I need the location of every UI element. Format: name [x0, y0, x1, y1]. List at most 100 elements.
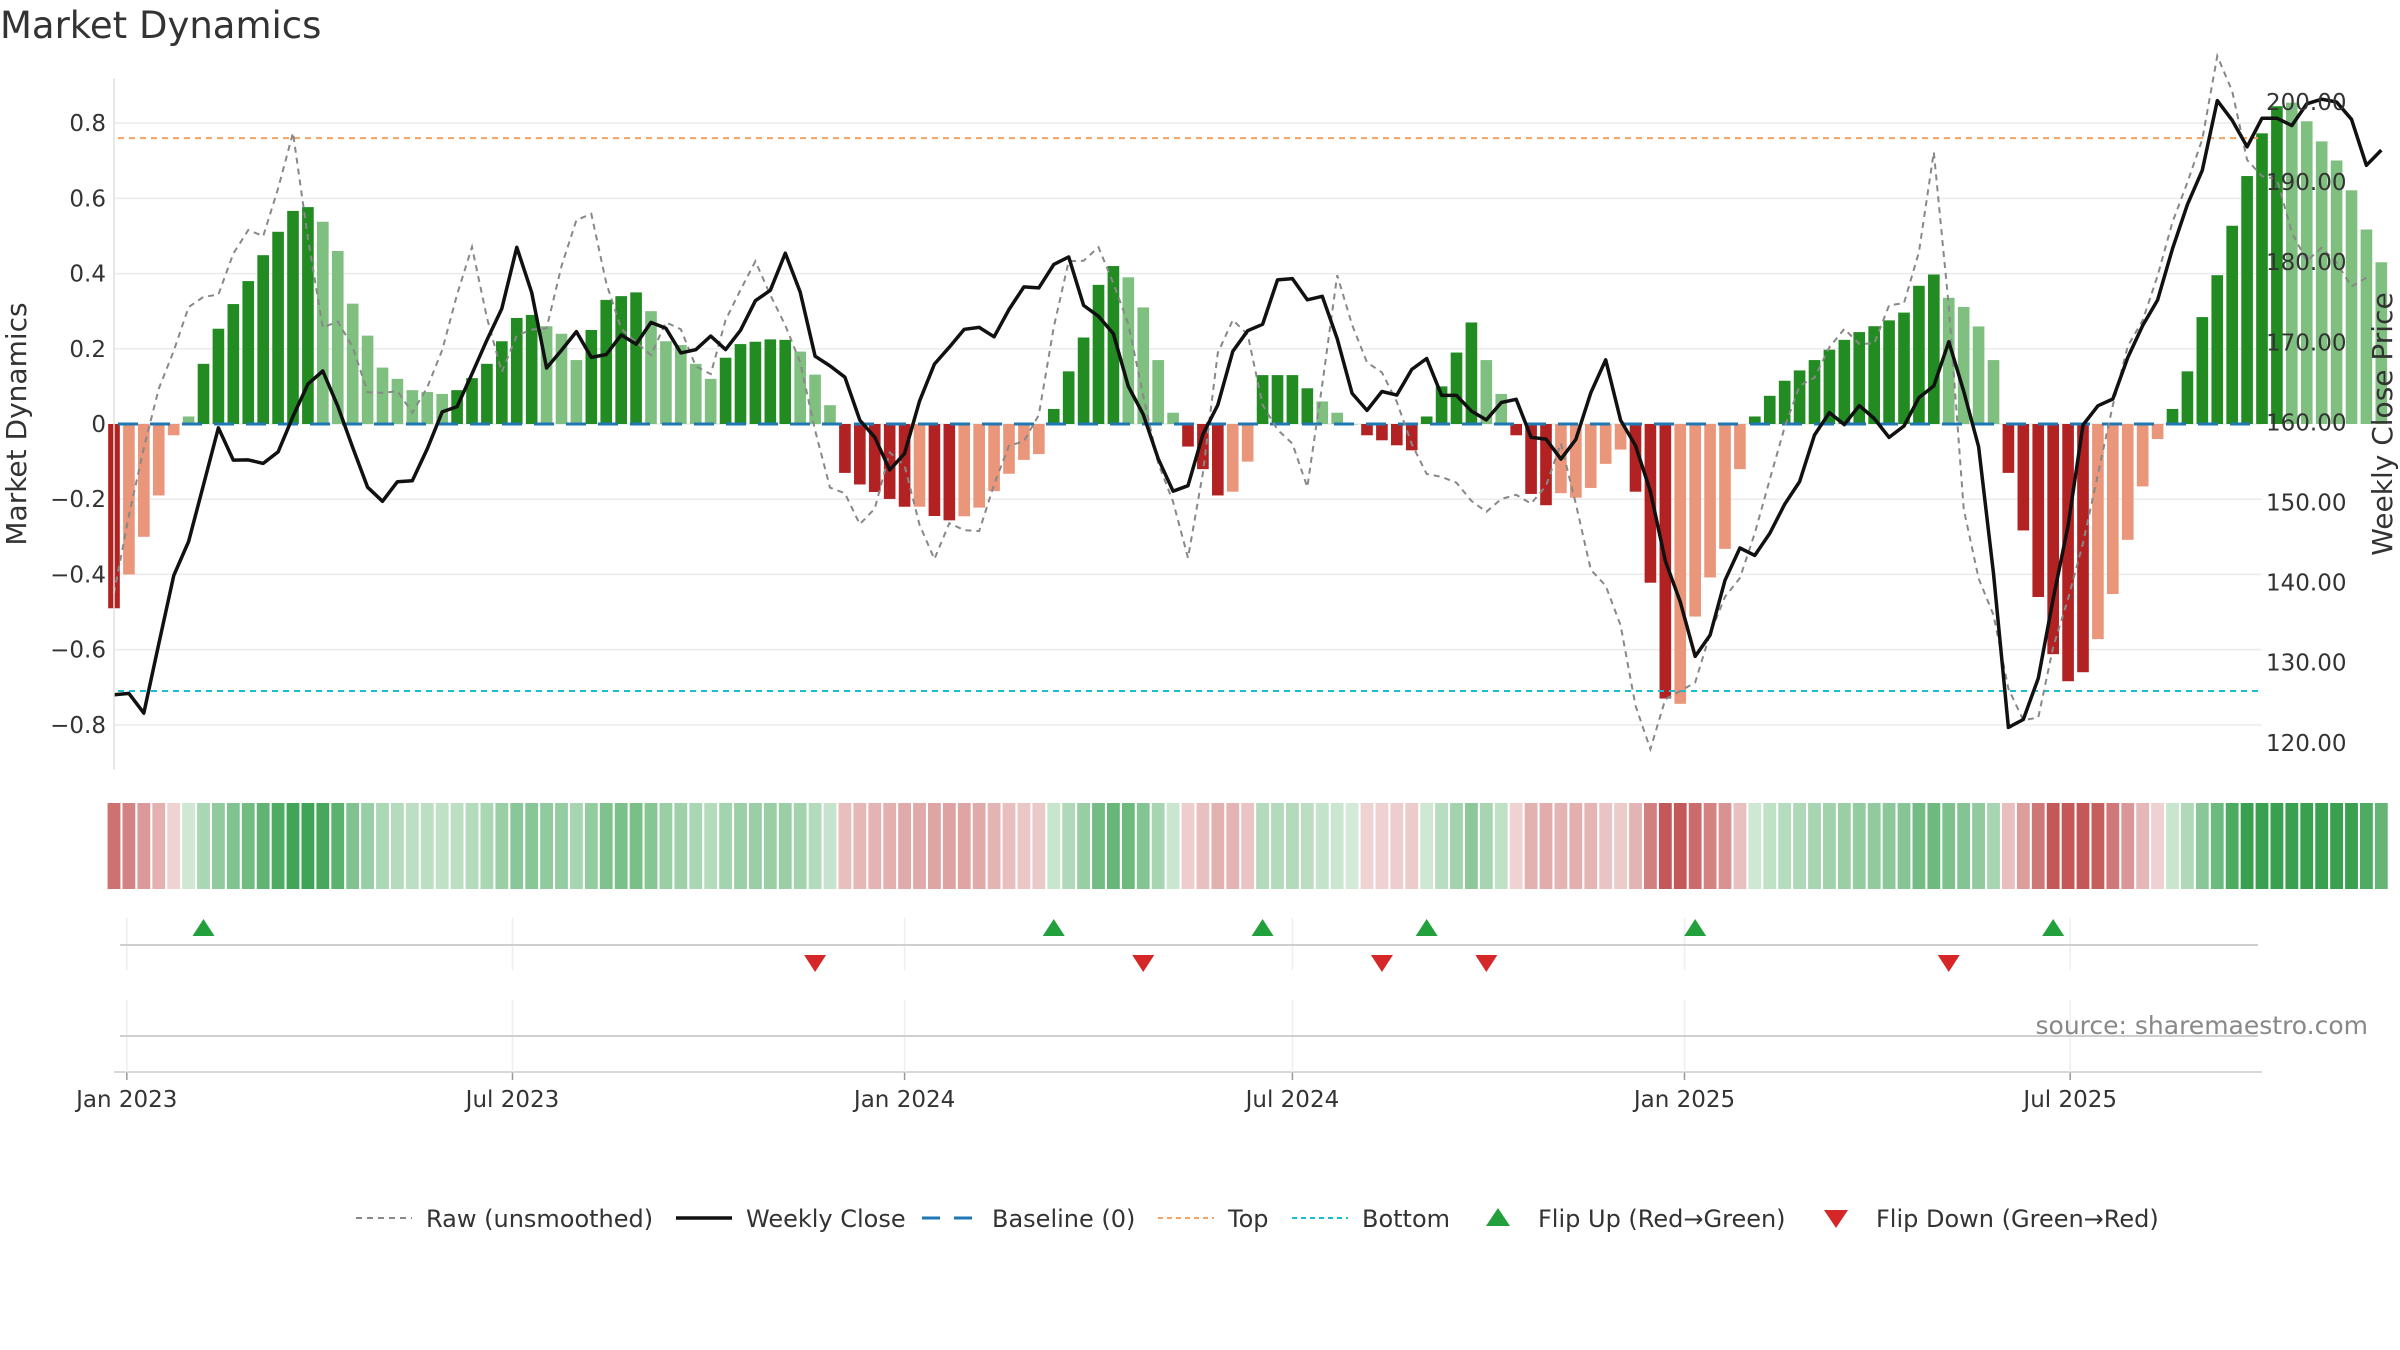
- dynamics-bar: [1510, 424, 1522, 436]
- dynamics-bar: [764, 339, 777, 424]
- regime-cell: [1957, 803, 1971, 889]
- dynamics-bar: [779, 339, 792, 424]
- regime-cell: [1181, 803, 1195, 889]
- regime-cell: [241, 803, 255, 889]
- triangle-up-icon: [1486, 1208, 1510, 1226]
- regime-cell: [1629, 803, 1642, 889]
- grid-lines: [114, 122, 2262, 726]
- regime-cell: [361, 803, 374, 889]
- dynamics-bar: [1003, 424, 1015, 474]
- regime-cell: [510, 803, 524, 889]
- dynamics-bar: [615, 296, 627, 424]
- left-tick-label: −0.4: [50, 562, 106, 588]
- dynamics-bar: [376, 367, 389, 424]
- dynamics-bar: [2375, 262, 2388, 424]
- dynamics-bar: [2151, 424, 2164, 440]
- x-tick-label: Jan 2024: [852, 1087, 955, 1113]
- regime-cell: [2061, 803, 2075, 889]
- regime-cell: [570, 803, 583, 889]
- left-tick-label: 0.6: [69, 186, 106, 212]
- regime-cell: [2374, 803, 2388, 889]
- dynamics-bar: [302, 207, 314, 424]
- regime-cell: [1614, 803, 1627, 889]
- regime-cell: [555, 803, 568, 889]
- dynamics-bar: [1957, 306, 1970, 424]
- dynamics-bar: [510, 317, 523, 424]
- regime-cell: [1748, 803, 1762, 889]
- dynamics-bar: [167, 424, 180, 436]
- regime-cell: [1927, 803, 1941, 889]
- dynamics-bar: [197, 363, 210, 424]
- right-tick-label: 120.00: [2266, 731, 2346, 757]
- dynamics-bar: [361, 335, 374, 424]
- regime-cell: [1226, 803, 1240, 889]
- regime-cell: [1420, 803, 1434, 889]
- regime-cell: [331, 803, 345, 889]
- dynamics-bar: [2271, 106, 2283, 425]
- regime-cell: [2225, 803, 2239, 889]
- regime-cell: [152, 803, 166, 889]
- source-label: source: sharemaestro.com: [2036, 1011, 2369, 1040]
- regime-cell: [928, 803, 941, 889]
- regime-cell: [2330, 803, 2343, 889]
- regime-cell: [987, 803, 1001, 889]
- dynamics-bar: [2077, 424, 2089, 673]
- dynamics-bar: [1226, 424, 1239, 492]
- right-tick-label: 140.00: [2266, 571, 2346, 597]
- dynamics-bar: [1883, 320, 1895, 424]
- right-tick-label: 170.00: [2266, 330, 2346, 356]
- legend-item: Raw (unsmoothed): [356, 1205, 653, 1233]
- dynamics-bar: [868, 424, 881, 492]
- flip-up-marker: [1415, 919, 1438, 936]
- dynamics-bar: [2330, 160, 2343, 424]
- regime-cell: [197, 803, 210, 889]
- legend-label: Weekly Close: [746, 1205, 906, 1233]
- regime-cell: [1584, 803, 1598, 889]
- right-tick-label: 180.00: [2266, 250, 2346, 276]
- dynamics-bar: [1644, 424, 1657, 583]
- regime-cell: [2210, 803, 2224, 889]
- dynamics-bar: [1942, 297, 1955, 424]
- regime-cell: [749, 803, 762, 889]
- regime-cell: [614, 803, 628, 889]
- dynamics-bar: [973, 424, 985, 508]
- right-tick-label: 130.00: [2266, 651, 2346, 677]
- regime-cell: [1151, 803, 1165, 889]
- dynamics-bar: [1987, 360, 2000, 424]
- regime-cell: [913, 803, 926, 889]
- regime-cell: [1718, 803, 1732, 889]
- chart-title: Market Dynamics: [0, 4, 322, 47]
- dynamics-bar: [1212, 424, 1224, 496]
- dynamics-bar: [1749, 416, 1761, 424]
- dynamics-bar: [660, 341, 672, 424]
- regime-cell: [301, 803, 315, 889]
- regime-cell: [2076, 803, 2090, 889]
- dynamics-bar: [1614, 424, 1627, 450]
- dynamics-bar: [913, 424, 926, 507]
- reference-levels: [118, 137, 2258, 693]
- dynamics-bar: [2181, 371, 2194, 424]
- left-tick-label: −0.2: [50, 487, 106, 513]
- flip-up-marker: [1251, 919, 1274, 936]
- regime-cell: [1987, 803, 2000, 889]
- regime-cell: [1107, 803, 1120, 889]
- dynamics-bar: [406, 390, 419, 424]
- flip-markers-panel: [120, 918, 2258, 972]
- dynamics-bar: [689, 363, 702, 424]
- flip-up-marker: [1042, 919, 1065, 936]
- regime-cell: [1972, 803, 1985, 889]
- regime-cell: [346, 803, 360, 889]
- empty-panel: [120, 1000, 2258, 1072]
- regime-cell: [1808, 803, 1821, 889]
- dynamics-bar: [1525, 424, 1537, 494]
- dynamics-bar: [2032, 424, 2045, 597]
- legend-item: Flip Down (Green→Red): [1824, 1205, 2159, 1233]
- legend-label: Bottom: [1362, 1205, 1450, 1233]
- dynamics-bar: [436, 393, 448, 424]
- dynamics-bar: [883, 424, 896, 499]
- regime-cell: [2345, 803, 2358, 889]
- regime-cell: [719, 803, 732, 889]
- dynamics-bar: [1182, 424, 1194, 447]
- dynamics-bar: [1286, 375, 1299, 424]
- flip-down-marker: [1937, 955, 1960, 972]
